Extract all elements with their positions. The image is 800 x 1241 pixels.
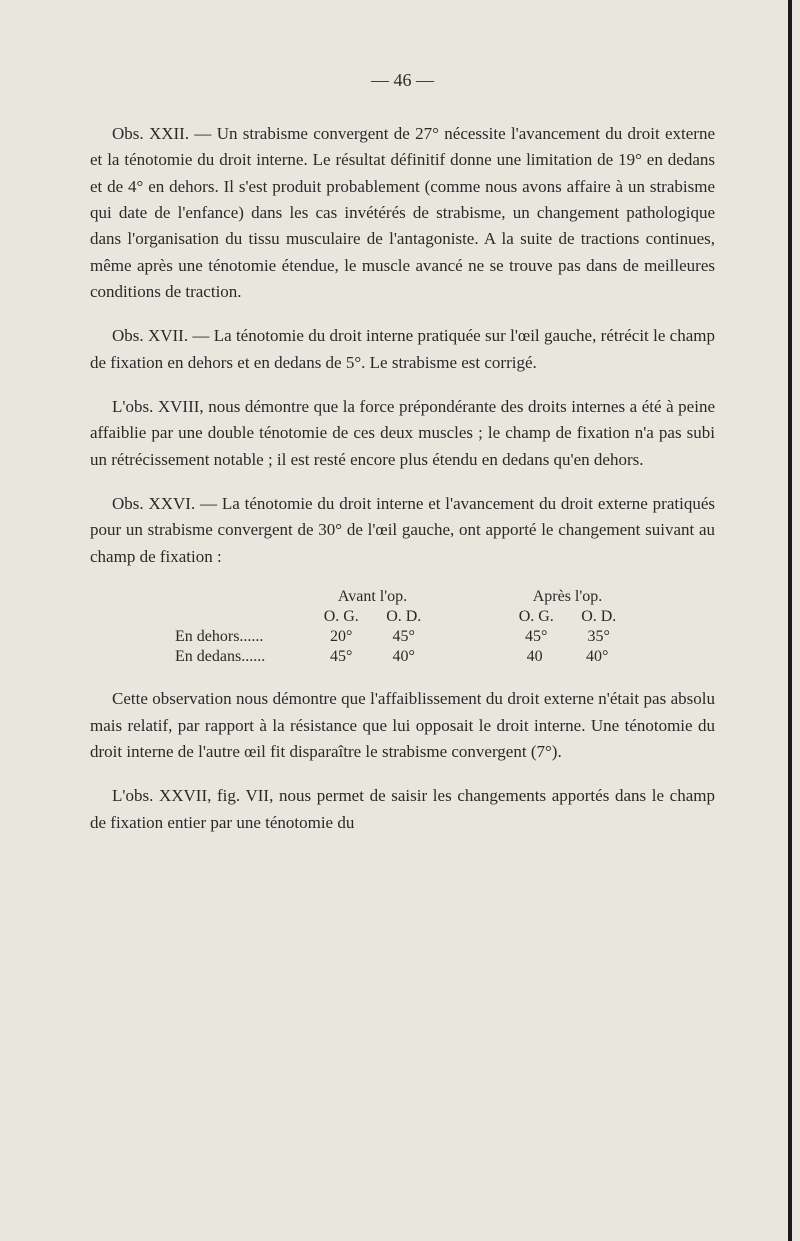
table-row: 40 40° — [505, 648, 630, 666]
table-subheader: O. G. — [519, 608, 554, 626]
table-header: Après l'op. — [505, 588, 630, 606]
table-cell: 45° — [393, 628, 415, 646]
table-subheader: O. D. — [386, 608, 421, 626]
table-cell: 45° — [330, 648, 352, 666]
table-header: Avant l'op. — [310, 588, 435, 606]
table-cell: 20° — [330, 628, 352, 646]
table-row: 45° 40° — [310, 648, 435, 666]
table-empty — [175, 588, 310, 606]
paragraph-obs-18: L'obs. XVIII, nous démontre que la force… — [90, 394, 715, 473]
paragraph-observation: Cette observation nous démontre que l'af… — [90, 686, 715, 765]
table-cell: 40° — [586, 648, 608, 666]
table-row: 45° 35° — [505, 628, 630, 646]
table-row: 20° 45° — [310, 628, 435, 646]
table-cell: 40 — [527, 648, 543, 666]
table-empty — [175, 608, 310, 626]
page-border-decoration — [788, 0, 792, 1241]
page-number: — 46 — — [90, 70, 715, 91]
table-cell: 45° — [525, 628, 547, 646]
table-row-label: En dedans...... — [175, 648, 310, 666]
data-table: En dehors...... En dedans...... Avant l'… — [90, 588, 715, 668]
table-row-label: En dehors...... — [175, 628, 310, 646]
table-cell: 35° — [588, 628, 610, 646]
paragraph-obs-27: L'obs. XXVII, fig. VII, nous permet de s… — [90, 783, 715, 836]
paragraph-obs-17: Obs. XVII. — La ténotomie du droit inter… — [90, 323, 715, 376]
table-cell: 40° — [393, 648, 415, 666]
table-subheader: O. G. — [324, 608, 359, 626]
paragraph-obs-22: Obs. XXII. — Un strabisme convergent de … — [90, 121, 715, 305]
paragraph-obs-26: Obs. XXVI. — La ténotomie du droit inter… — [90, 491, 715, 570]
table-subheader: O. D. — [581, 608, 616, 626]
